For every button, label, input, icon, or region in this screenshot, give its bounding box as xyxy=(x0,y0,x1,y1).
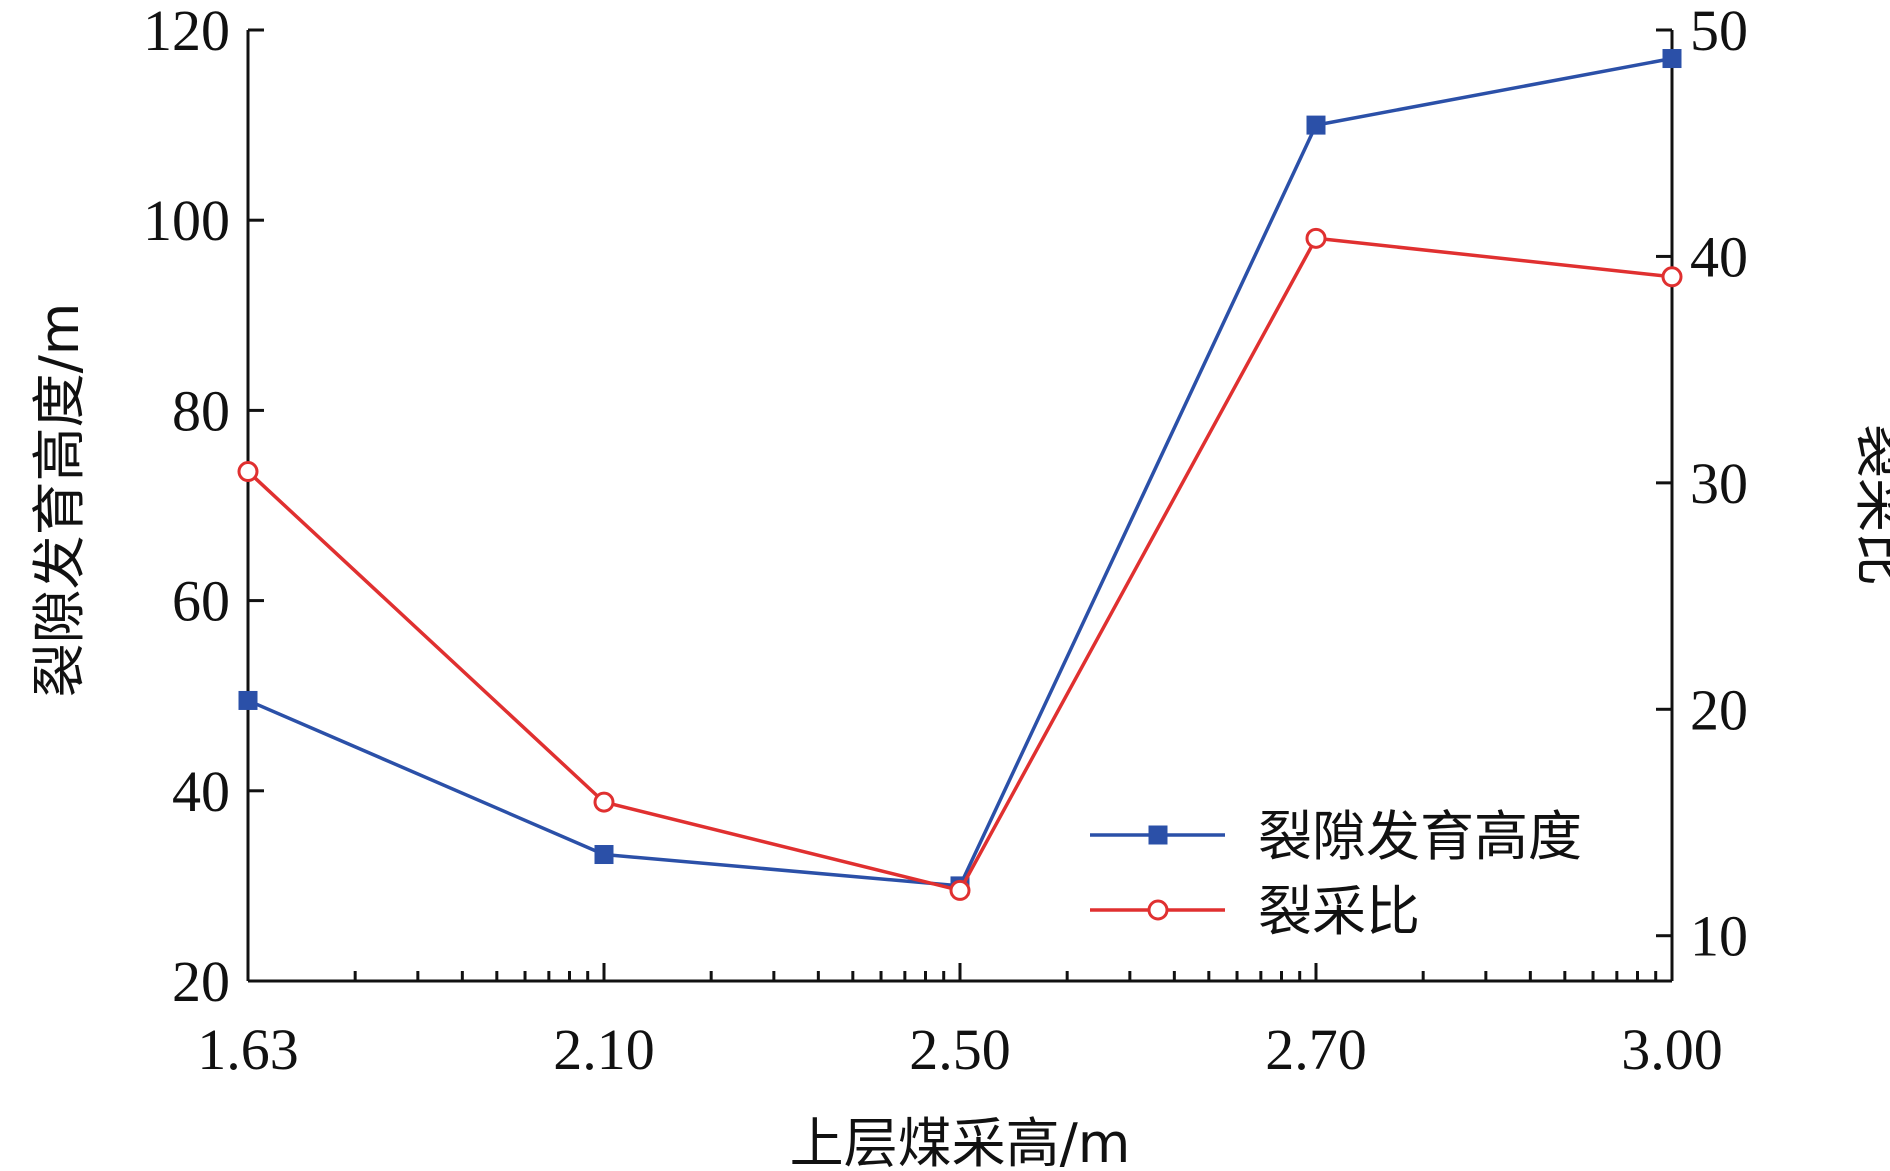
x-axis-title: 上层煤采高/m xyxy=(790,1112,1131,1171)
legend-label-fracture-height: 裂隙发育高度 xyxy=(1258,805,1582,868)
y2-tick-label-0: 10 xyxy=(1690,904,1748,969)
series-1-point-1 xyxy=(593,791,615,813)
series-layer xyxy=(237,49,1683,901)
series-1 xyxy=(237,227,1683,901)
series-1-point-4 xyxy=(1661,266,1683,288)
y-tick-label-2: 60 xyxy=(172,569,230,634)
series-0-point-4 xyxy=(1662,49,1682,69)
series-0 xyxy=(238,49,1682,896)
x-tick-label-4: 3.00 xyxy=(1621,1017,1723,1082)
series-0-point-1 xyxy=(594,845,614,865)
x-tick-label-1: 2.10 xyxy=(553,1017,655,1082)
series-0-point-3 xyxy=(1306,115,1326,135)
y2-axis-title: 裂采比 xyxy=(1849,424,1890,586)
y-tick-label-0: 20 xyxy=(172,949,230,1014)
y-axis-title: 裂隙发育高度/m xyxy=(28,303,91,698)
series-1-point-3 xyxy=(1305,227,1327,249)
ticks: 20 40 60 80 100 120 10 20 30 40 50 1.63 2.10 2.50 2.70… xyxy=(143,0,1748,1082)
y2-tick-label-2: 30 xyxy=(1690,451,1748,516)
legend: 裂隙发育高度 裂采比 xyxy=(1090,805,1582,943)
y-tick-label-3: 80 xyxy=(172,378,230,443)
y-tick-label-5: 120 xyxy=(143,0,230,63)
legend-item-fracture-mining-ratio: 裂采比 xyxy=(1090,880,1420,943)
y2-tick-label-1: 20 xyxy=(1690,677,1748,742)
x-tick-label-2: 2.50 xyxy=(909,1017,1011,1082)
y2-tick-label-4: 50 xyxy=(1690,0,1748,63)
y-tick-label-1: 40 xyxy=(172,759,230,824)
series-1-point-0 xyxy=(237,461,259,483)
x-tick-label-0: 1.63 xyxy=(197,1017,299,1082)
legend-marker-fracture-height xyxy=(1148,825,1168,845)
series-line-0 xyxy=(247,56,1673,888)
y2-tick-label-3: 40 xyxy=(1690,224,1748,289)
x-tick-label-3: 2.70 xyxy=(1265,1017,1367,1082)
series-1-point-2 xyxy=(949,879,971,901)
y-tick-label-4: 100 xyxy=(143,188,230,253)
legend-item-fracture-height: 裂隙发育高度 xyxy=(1090,805,1582,868)
series-0-point-0 xyxy=(238,690,258,710)
legend-marker-fracture-mining-ratio xyxy=(1147,899,1169,921)
legend-label-fracture-mining-ratio: 裂采比 xyxy=(1258,880,1420,943)
